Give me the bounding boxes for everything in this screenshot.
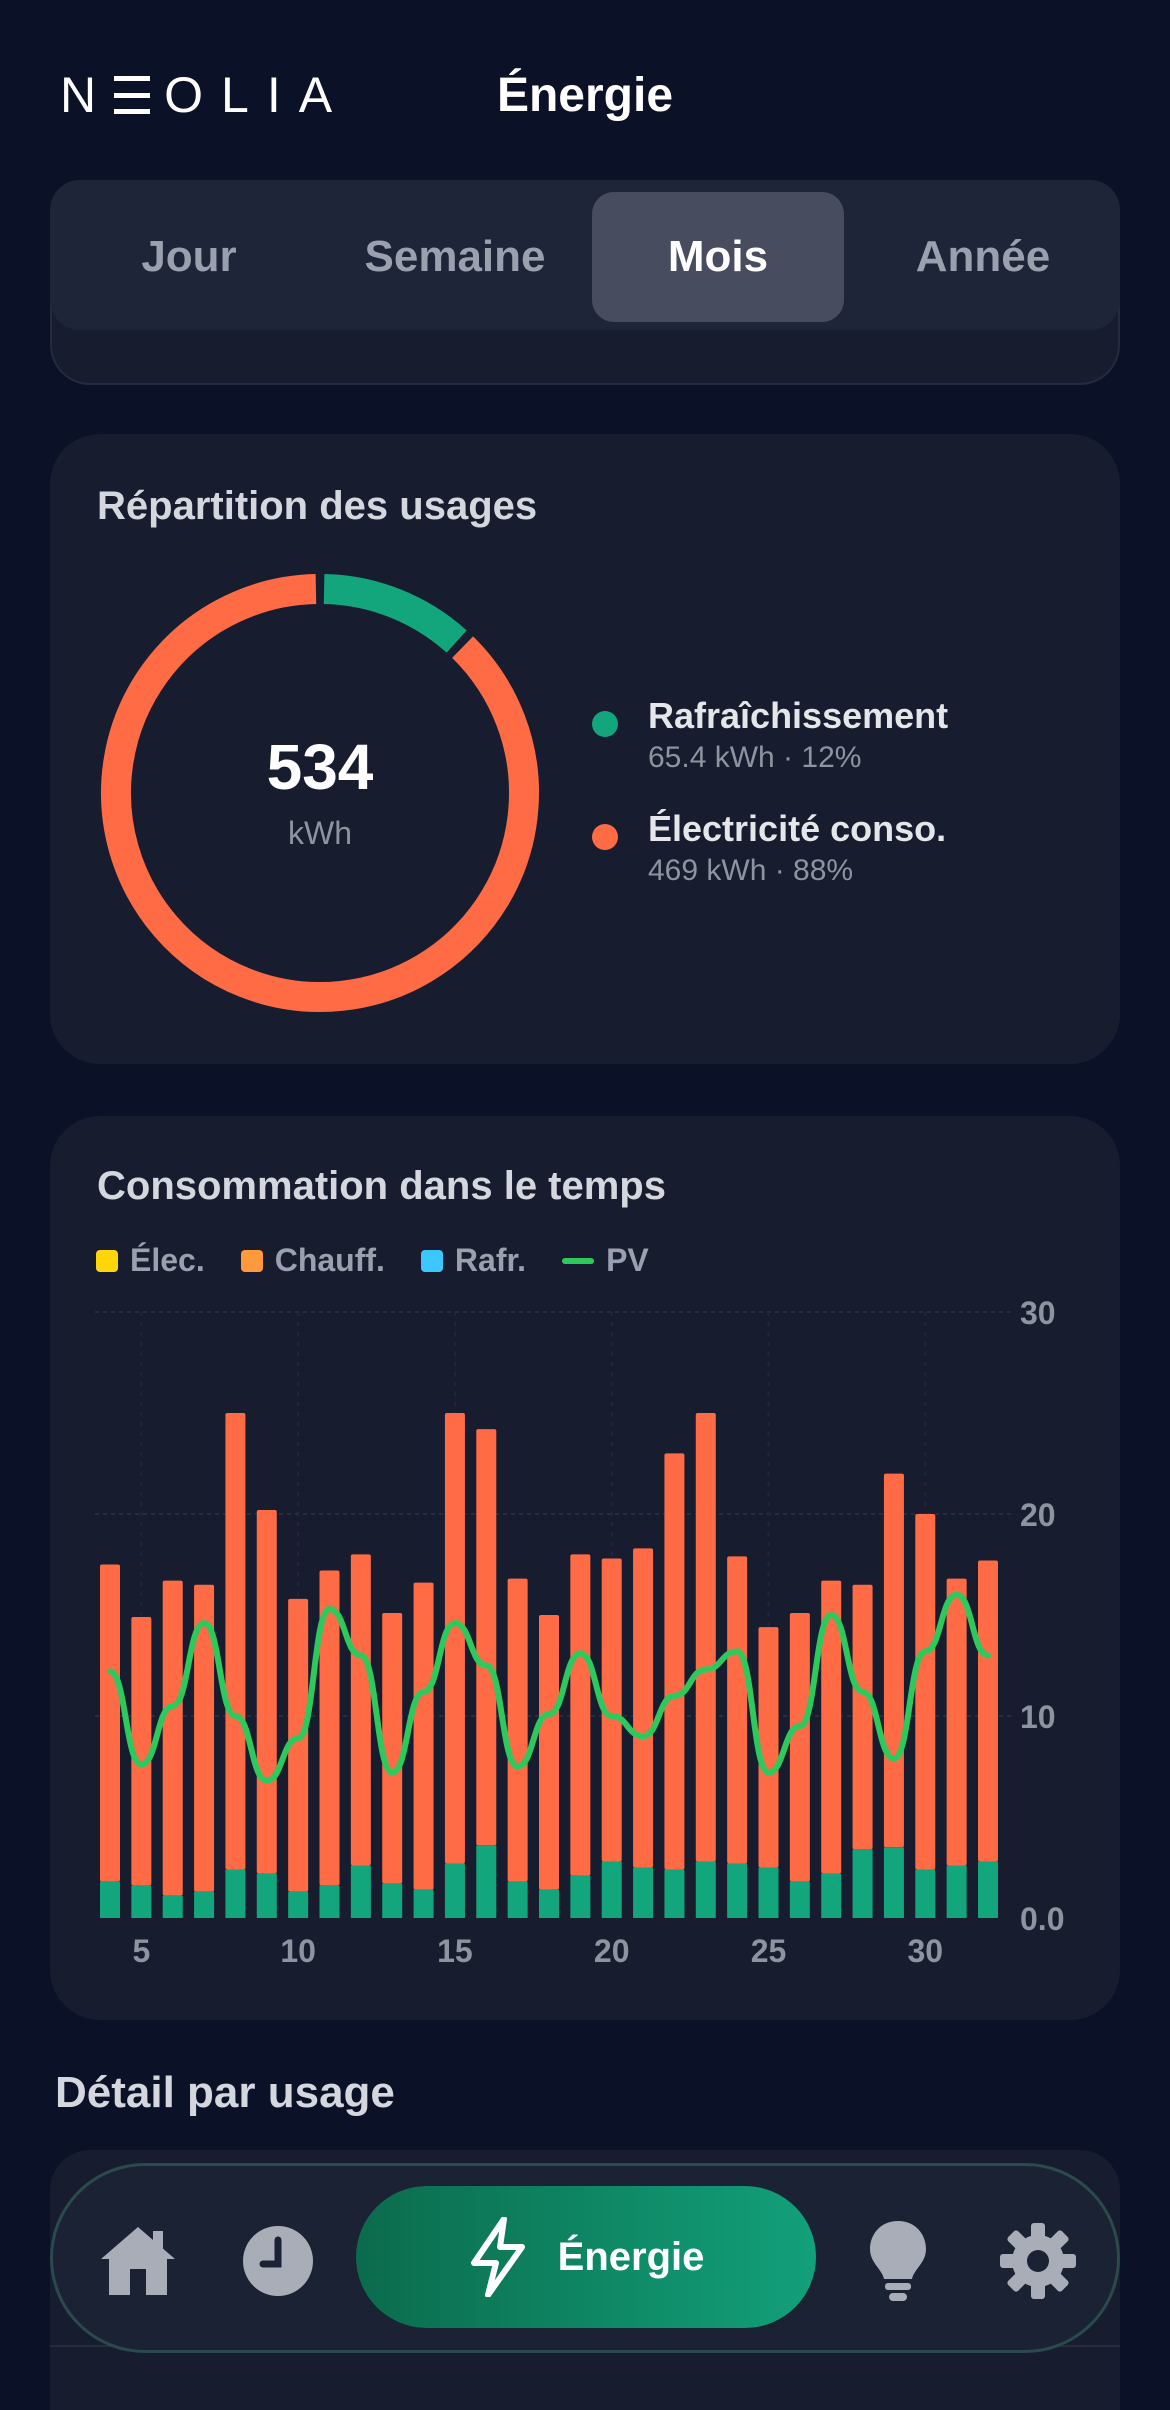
page-title: Énergie — [496, 69, 674, 122]
legend-detail: 65.4 kWh · 12% — [648, 741, 862, 774]
logo-letter-o: O — [164, 67, 208, 123]
bulb-icon — [870, 2221, 926, 2301]
legend-swatch — [240, 1249, 263, 1272]
app-logo: N O L I A — [60, 67, 336, 123]
donut-total-unit: kWh — [288, 815, 352, 851]
tab-mois[interactable]: Mois — [592, 192, 844, 322]
logo-letter-a: A — [298, 67, 337, 123]
legend-detail: 469 kWh · 88% — [648, 854, 854, 887]
logo-letter-l: L — [221, 67, 253, 123]
tab-jour[interactable]: Jour — [141, 232, 237, 281]
clock-icon — [243, 2226, 313, 2296]
home-icon — [101, 2227, 175, 2295]
legend-label: Rafr. — [454, 1242, 527, 1278]
legend-swatch — [420, 1249, 443, 1272]
legend-rafr[interactable]: Rafr. — [420, 1242, 527, 1279]
usage-card-title: Répartition des usages — [97, 484, 538, 528]
tab-annee[interactable]: Année — [915, 232, 1051, 281]
logo-e-mark — [114, 76, 151, 114]
legend-chauff[interactable]: Chauff. — [240, 1242, 385, 1279]
nav-settings[interactable] — [993, 2214, 1083, 2308]
legend-line — [562, 1257, 595, 1264]
logo-letter-n: N — [60, 67, 101, 123]
gear-icon — [1000, 2223, 1076, 2299]
donut-total-value: 534 — [266, 731, 374, 803]
logo-letter-i: I — [266, 67, 285, 123]
bolt-icon — [470, 2217, 525, 2297]
bottom-navbar: Énergie — [50, 2163, 1120, 2353]
nav-home[interactable] — [93, 2216, 183, 2306]
legend-dot-rafraichissement — [592, 711, 618, 737]
period-tabs: Jour Semaine Mois Année — [50, 180, 1120, 330]
nav-lighting[interactable] — [853, 2214, 943, 2308]
legend-name: Électricité conso. — [648, 808, 947, 849]
legend-dot-electricite — [592, 824, 618, 850]
legend-label: PV — [606, 1242, 649, 1278]
legend-swatch — [96, 1249, 118, 1272]
time-card-title: Consommation dans le temps — [97, 1164, 666, 1208]
legend-pv[interactable]: PV — [562, 1242, 649, 1279]
legend-label: Élec. — [130, 1242, 205, 1278]
tab-semaine[interactable]: Semaine — [364, 232, 546, 281]
chart-legend: Élec. Chauff. Rafr. PV — [96, 1242, 649, 1279]
nav-energie[interactable]: Énergie — [356, 2186, 816, 2328]
legend-label: Chauff. — [274, 1242, 385, 1278]
legend-elec[interactable]: Élec. — [96, 1242, 205, 1279]
legend-name: Rafraîchissement — [648, 695, 949, 736]
detail-section-title: Détail par usage — [55, 2068, 395, 2117]
nav-energie-label: Énergie — [557, 2234, 705, 2279]
nav-history[interactable] — [233, 2216, 323, 2306]
